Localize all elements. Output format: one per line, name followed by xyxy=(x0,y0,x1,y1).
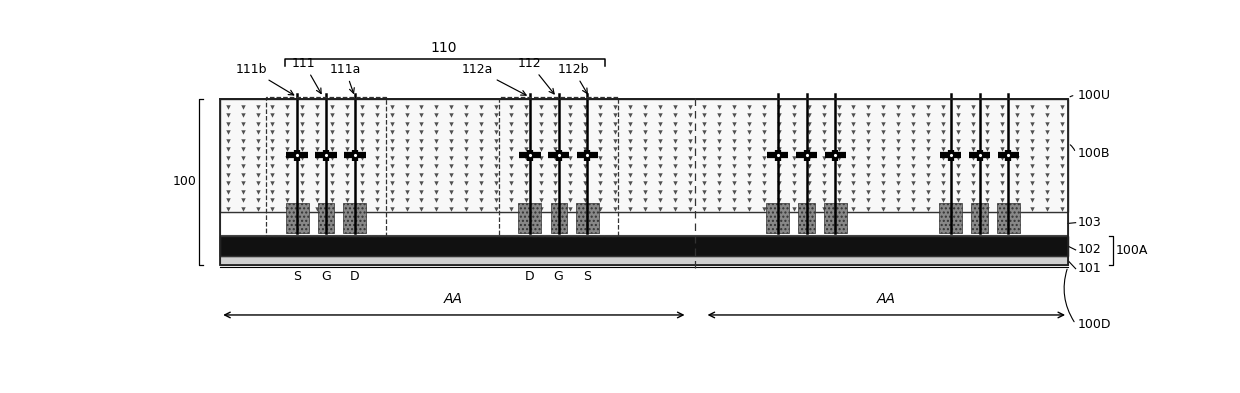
Bar xyxy=(317,204,334,233)
Text: 111a: 111a xyxy=(330,63,361,93)
Bar xyxy=(498,97,619,236)
Bar xyxy=(221,236,1068,256)
Text: S: S xyxy=(584,270,591,283)
Text: 112b: 112b xyxy=(557,63,589,94)
Text: 101: 101 xyxy=(1078,262,1101,275)
Text: 100A: 100A xyxy=(1116,244,1148,257)
Bar xyxy=(267,97,386,236)
Bar xyxy=(221,99,1068,212)
Bar xyxy=(971,204,987,233)
Bar xyxy=(997,204,1021,233)
Text: 103: 103 xyxy=(1078,216,1101,229)
Text: 100U: 100U xyxy=(1078,89,1111,102)
Text: G: G xyxy=(321,270,331,283)
Text: AA: AA xyxy=(444,292,463,306)
Bar xyxy=(799,204,815,233)
Text: 111b: 111b xyxy=(236,63,294,95)
Bar xyxy=(939,204,962,233)
Text: 112a: 112a xyxy=(461,63,526,95)
Text: 100B: 100B xyxy=(1078,147,1110,160)
Bar xyxy=(551,204,567,233)
Bar xyxy=(823,204,847,233)
Bar xyxy=(518,204,542,233)
Bar xyxy=(221,236,1068,256)
Text: 102: 102 xyxy=(1078,243,1101,256)
Text: 112: 112 xyxy=(518,57,554,94)
Bar xyxy=(766,204,789,233)
Text: 110: 110 xyxy=(430,41,456,55)
Text: 100D: 100D xyxy=(1078,318,1111,331)
Text: D: D xyxy=(350,270,360,283)
Bar xyxy=(221,256,1068,265)
Text: 100: 100 xyxy=(172,175,196,188)
Bar xyxy=(575,204,599,233)
Text: 111: 111 xyxy=(293,57,321,94)
Text: G: G xyxy=(554,270,563,283)
Text: AA: AA xyxy=(877,292,895,306)
Bar xyxy=(343,204,367,233)
Bar xyxy=(285,204,309,233)
Text: S: S xyxy=(293,270,301,283)
Bar xyxy=(221,212,1068,235)
Bar xyxy=(221,99,1068,265)
Text: D: D xyxy=(525,270,534,283)
